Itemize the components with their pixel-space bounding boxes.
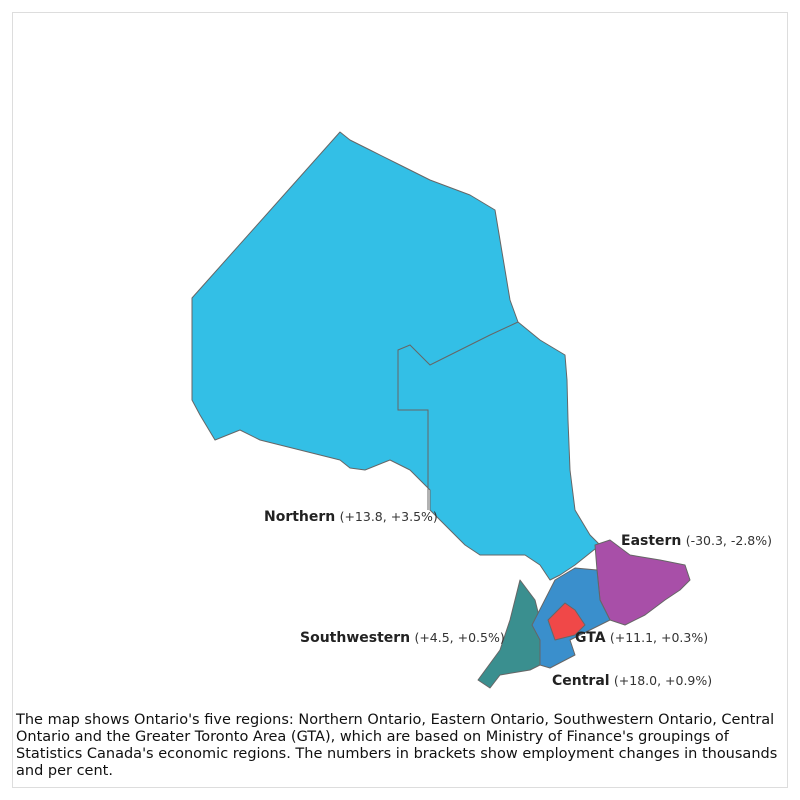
region-change: (-30.3, -2.8%) [686,533,772,548]
label-southwestern: Southwestern (+4.5, +0.5%) [300,630,505,646]
subregion-border [397,321,519,510]
region-name: Eastern [621,533,681,549]
label-gta: GTA (+11.1, +0.3%) [575,630,708,646]
label-eastern: Eastern (-30.3, -2.8%) [621,533,772,549]
region-gta [547,602,586,641]
region-northern [191,131,601,581]
frame [12,12,788,788]
caption: The map shows Ontario's five regions: No… [16,712,778,779]
region-eastern [594,539,691,626]
region-change: (+11.1, +0.3%) [610,630,708,645]
label-northern: Northern (+13.8, +3.5%) [264,509,438,525]
region-name: Central [552,673,610,689]
region-change: (+18.0, +0.9%) [614,673,712,688]
region-name: Northern [264,509,335,525]
label-central: Central (+18.0, +0.9%) [552,673,712,689]
region-name: Southwestern [300,630,410,646]
region-change: (+4.5, +0.5%) [414,630,504,645]
region-change: (+13.8, +3.5%) [340,509,438,524]
region-name: GTA [575,630,606,646]
